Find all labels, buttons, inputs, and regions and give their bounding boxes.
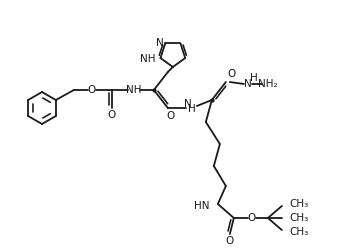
- Text: CH₃: CH₃: [290, 213, 309, 223]
- Text: O: O: [167, 111, 175, 121]
- Text: NH: NH: [140, 54, 155, 64]
- Text: O: O: [226, 236, 234, 246]
- Text: CH₃: CH₃: [290, 227, 309, 237]
- Text: O: O: [248, 213, 256, 223]
- Text: CH₃: CH₃: [290, 199, 309, 209]
- Text: HN: HN: [194, 201, 210, 211]
- Text: N: N: [156, 39, 164, 49]
- Text: N: N: [184, 99, 192, 109]
- Text: N: N: [244, 79, 252, 89]
- Text: O: O: [88, 85, 96, 95]
- Text: NH₂: NH₂: [258, 79, 278, 89]
- Text: O: O: [228, 69, 236, 79]
- Text: H: H: [250, 73, 258, 83]
- Text: NH: NH: [126, 85, 142, 95]
- Text: H: H: [188, 104, 196, 114]
- Text: O: O: [108, 110, 116, 120]
